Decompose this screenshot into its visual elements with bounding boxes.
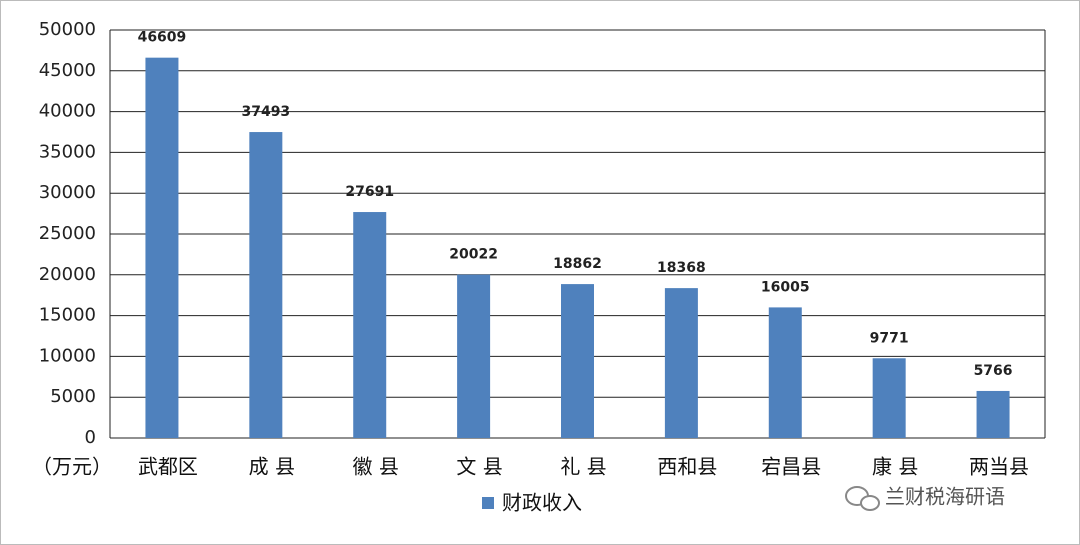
data-label: 20022	[449, 247, 498, 263]
data-label: 46609	[138, 30, 187, 46]
x-tick-label: 成 县	[249, 455, 295, 479]
data-label: 5766	[974, 363, 1013, 379]
bar	[664, 288, 698, 438]
bar	[353, 212, 387, 438]
x-tick-label: 文 县	[456, 455, 502, 479]
unit-label: （万元）	[32, 455, 112, 479]
x-tick-label: 武都区	[138, 455, 198, 479]
watermark: 兰财税海研语	[885, 485, 1005, 509]
x-tick-label: 西和县	[657, 455, 717, 479]
y-tick-label: 15000	[39, 305, 96, 326]
x-tick-label: 两当县	[969, 455, 1029, 479]
bar	[249, 132, 283, 438]
data-label: 16005	[761, 279, 810, 295]
bar	[145, 57, 179, 438]
x-tick-label: 徽 县	[353, 455, 399, 479]
data-label: 37493	[241, 104, 290, 120]
bar	[561, 284, 594, 438]
y-tick-label: 5000	[50, 386, 96, 407]
y-tick-label: 25000	[39, 223, 96, 244]
watermark-icon	[845, 486, 880, 511]
data-label: 18862	[553, 256, 602, 272]
legend-label: 财政收入	[502, 491, 582, 515]
y-tick-label: 35000	[39, 141, 96, 162]
y-tick-label: 0	[85, 427, 96, 448]
data-label: 27691	[345, 184, 394, 200]
y-tick-label: 45000	[39, 60, 96, 81]
y-tick-label: 30000	[39, 182, 96, 203]
x-tick-label: 康 县	[872, 455, 918, 479]
y-tick-label: 20000	[39, 264, 96, 285]
data-label: 18368	[657, 260, 706, 276]
y-tick-label: 40000	[39, 101, 96, 122]
x-tick-label: 礼 县	[560, 455, 606, 479]
x-tick-label: 宕昌县	[761, 455, 821, 479]
bar	[457, 274, 491, 438]
bar	[768, 307, 802, 438]
legend-swatch	[482, 497, 494, 509]
data-label: 9771	[870, 330, 909, 346]
bar	[976, 390, 1010, 438]
y-tick-label: 50000	[39, 19, 96, 40]
bar	[872, 358, 906, 438]
y-tick-label: 10000	[39, 345, 96, 366]
